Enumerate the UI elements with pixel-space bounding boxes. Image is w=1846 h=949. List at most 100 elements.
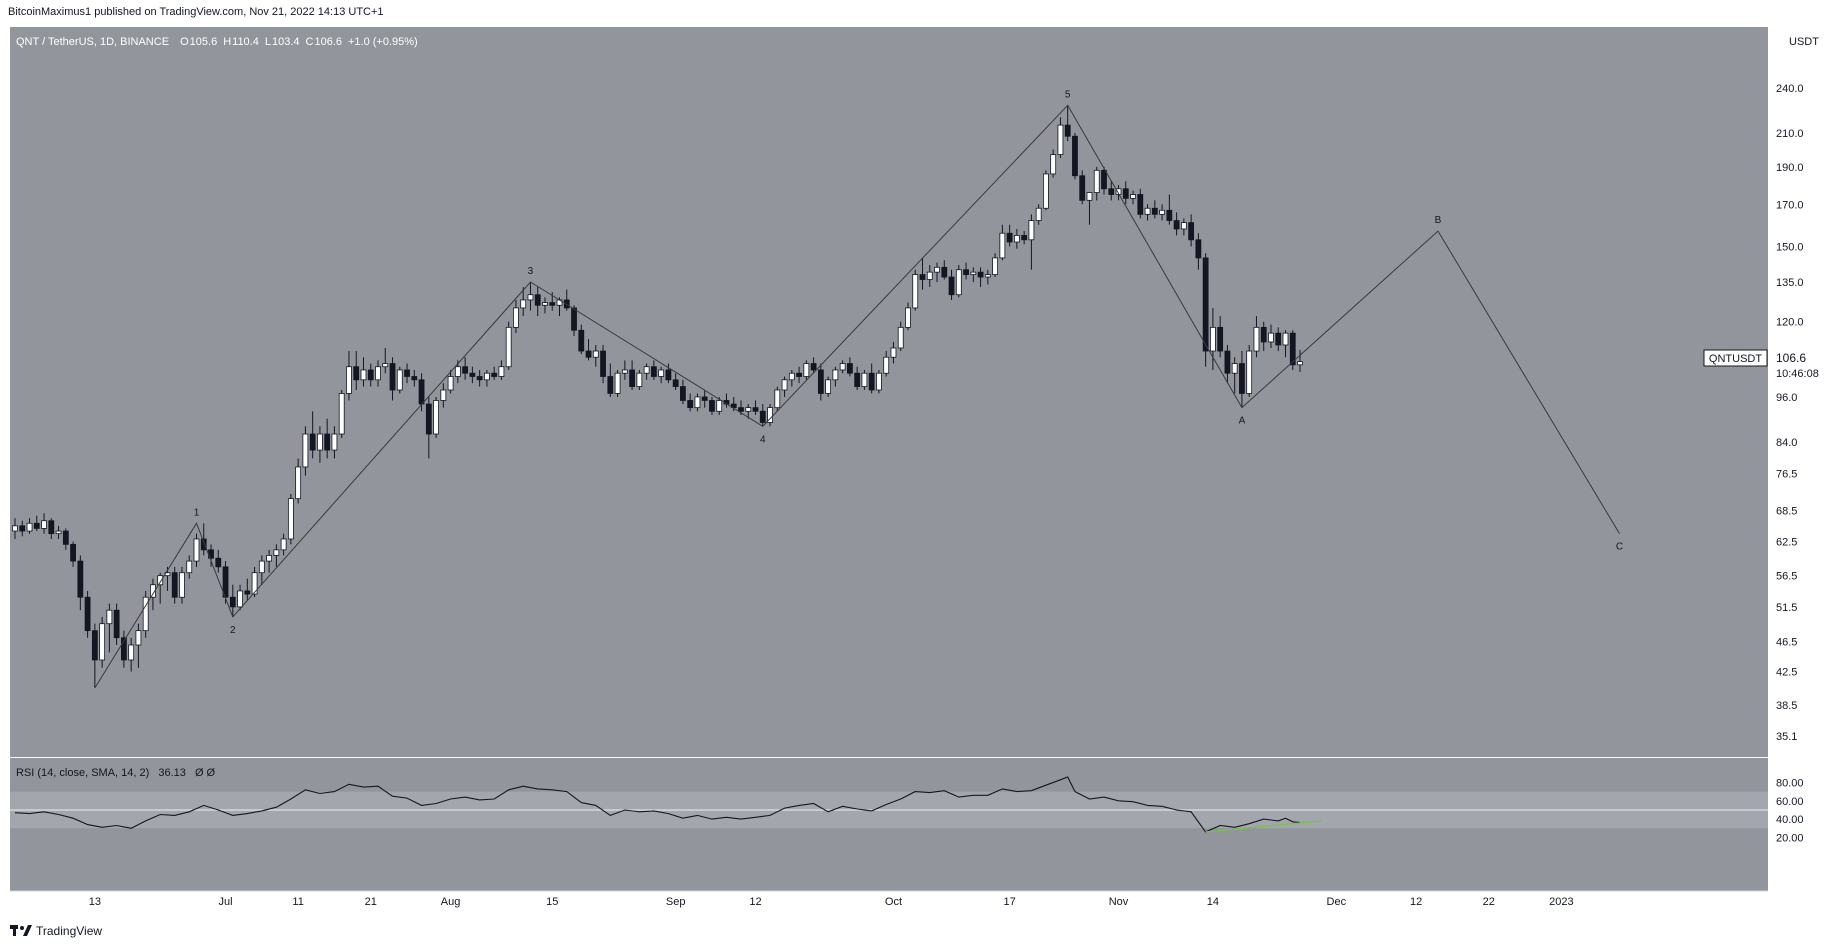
candle-body bbox=[716, 400, 723, 412]
candle-body bbox=[266, 555, 273, 562]
candle bbox=[1093, 166, 1100, 201]
candle bbox=[847, 357, 853, 377]
candle-body bbox=[1028, 220, 1035, 241]
candle-body bbox=[1239, 363, 1245, 394]
candle-body bbox=[926, 271, 933, 280]
candle bbox=[687, 393, 694, 412]
candle bbox=[258, 555, 265, 585]
candle bbox=[309, 411, 316, 459]
footer-brand-label: TradingView bbox=[36, 924, 102, 938]
candle bbox=[70, 541, 76, 567]
candle-body bbox=[730, 403, 737, 409]
candle bbox=[759, 404, 766, 427]
candle bbox=[832, 366, 839, 387]
candle bbox=[41, 513, 47, 534]
candle bbox=[142, 590, 149, 638]
candle-body bbox=[970, 271, 977, 275]
candle bbox=[1028, 214, 1035, 270]
candle-body bbox=[1297, 361, 1303, 366]
candle bbox=[382, 347, 389, 374]
candle-body bbox=[868, 372, 875, 391]
price-tick-label: 240.0 bbox=[1776, 83, 1804, 95]
candle bbox=[1275, 327, 1282, 352]
candle-body bbox=[796, 372, 802, 377]
candle-body bbox=[883, 356, 890, 374]
price-tick-label: 68.5 bbox=[1776, 506, 1797, 518]
candle bbox=[1253, 316, 1260, 358]
symbol-legend: QNT / TetherUS, 1D, BINANCE O105.6 H110.4… bbox=[16, 36, 418, 48]
candle bbox=[781, 376, 788, 397]
candle bbox=[520, 287, 527, 317]
candle bbox=[411, 369, 418, 387]
candle bbox=[171, 566, 178, 604]
candle bbox=[1246, 344, 1253, 397]
candle bbox=[897, 321, 904, 352]
candle-body bbox=[462, 366, 469, 374]
candle-body bbox=[629, 369, 635, 387]
candle bbox=[1239, 351, 1245, 408]
candle bbox=[1289, 330, 1296, 370]
candle bbox=[215, 549, 222, 573]
candle-body bbox=[658, 369, 665, 377]
footer-brand[interactable]: TradingView bbox=[10, 924, 102, 938]
candle bbox=[498, 360, 505, 380]
candle-body bbox=[977, 271, 984, 278]
candle bbox=[1064, 105, 1071, 142]
candle-body bbox=[317, 433, 323, 451]
ohlc-key: L bbox=[265, 36, 271, 48]
candle-body bbox=[1159, 209, 1165, 215]
time-tick-label: 12 bbox=[749, 896, 761, 908]
candle-body bbox=[367, 369, 374, 381]
candle bbox=[1137, 188, 1144, 219]
price-axis-bg bbox=[1768, 27, 1846, 757]
candle bbox=[970, 267, 977, 282]
candle bbox=[1122, 181, 1129, 205]
candle-body bbox=[1224, 350, 1231, 374]
rsi-axis-bg bbox=[1768, 757, 1846, 891]
candle-body bbox=[273, 549, 280, 556]
candle-body bbox=[186, 560, 193, 574]
candle-body bbox=[142, 596, 149, 632]
candle bbox=[193, 533, 200, 567]
candle-body bbox=[745, 407, 752, 412]
candle-body bbox=[614, 372, 621, 394]
candle-body bbox=[309, 433, 316, 451]
candle-body bbox=[1275, 332, 1282, 346]
candle bbox=[353, 351, 360, 390]
candle bbox=[179, 566, 185, 604]
candle bbox=[919, 257, 926, 290]
candle-body bbox=[861, 372, 868, 387]
candle bbox=[244, 578, 251, 601]
candle bbox=[665, 363, 672, 384]
rsi-legend-value: 36.13 bbox=[158, 767, 186, 779]
price-tick-label: 38.5 bbox=[1776, 700, 1797, 712]
candle bbox=[955, 264, 962, 298]
candle-body bbox=[1253, 326, 1260, 352]
candle bbox=[1188, 214, 1195, 247]
candle bbox=[1021, 231, 1028, 245]
candle-body bbox=[258, 560, 265, 574]
candle-body bbox=[19, 525, 26, 532]
candle bbox=[1151, 200, 1158, 219]
candle-body bbox=[1013, 235, 1020, 243]
rsi-tick-label: 20.00 bbox=[1776, 832, 1804, 844]
candle bbox=[1006, 224, 1013, 247]
ohlc-value: 105.6 bbox=[190, 36, 218, 48]
price-tick-label: 62.5 bbox=[1776, 537, 1797, 549]
candle-body bbox=[418, 379, 425, 405]
candle bbox=[237, 584, 243, 611]
ohlc-change: +1.0 (+0.95%) bbox=[348, 36, 418, 48]
time-tick-label: 22 bbox=[1483, 896, 1495, 908]
candle bbox=[571, 305, 577, 337]
candle-body bbox=[346, 366, 352, 394]
rsi-legend: RSI (14, close, SMA, 14, 2) 36.13 Ø Ø bbox=[16, 767, 216, 779]
candle bbox=[876, 369, 882, 394]
candle-body bbox=[621, 369, 628, 374]
candle-body bbox=[1210, 326, 1216, 352]
candle bbox=[1086, 192, 1093, 225]
price-tick-label: 42.5 bbox=[1776, 667, 1797, 679]
candle-body bbox=[1043, 173, 1049, 209]
candle-body bbox=[483, 372, 490, 381]
ohlc-value: 103.4 bbox=[272, 36, 300, 48]
